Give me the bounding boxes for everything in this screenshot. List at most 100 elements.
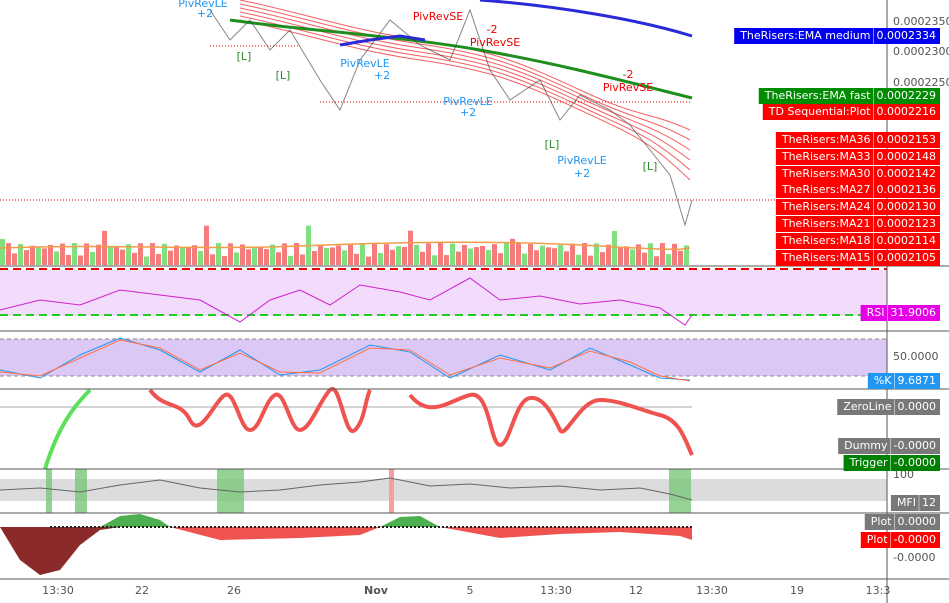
label-value: 12 [922, 496, 936, 509]
volume-bar [462, 244, 467, 265]
volume-bar [336, 245, 341, 265]
volume-bar [582, 243, 587, 265]
volume-bar [252, 246, 257, 265]
stoch-k [0, 337, 691, 381]
price-label [837, 399, 940, 415]
volume-bar [294, 243, 299, 265]
annotation: PivRevSE [413, 10, 463, 23]
volume-bar [288, 255, 293, 265]
volume-bar [12, 253, 17, 265]
annotation: PivRevSE [470, 36, 520, 49]
annotation: PivRevLE [178, 0, 228, 10]
volume-bar [606, 244, 611, 265]
label-name: Plot [871, 515, 892, 528]
hist-pos [380, 516, 440, 527]
volume-bar [366, 256, 371, 265]
volume-bar [444, 255, 449, 265]
volume-bar [396, 246, 401, 265]
y-tick-label: -0.0000 [893, 551, 935, 564]
x-tick-label: 12 [629, 584, 643, 597]
label-name: Plot [867, 533, 888, 546]
volume-bar [354, 253, 359, 265]
price-label [860, 532, 940, 548]
volume-bar [528, 243, 533, 265]
volume-bar [246, 249, 251, 265]
price-label [762, 104, 940, 120]
volume-bar [378, 253, 383, 265]
label-name: TheRisers:MA21 [781, 217, 871, 230]
volume-bar [486, 249, 491, 265]
label-name: MFI [897, 496, 916, 509]
volume-bar [54, 251, 59, 265]
volume-bar [228, 243, 233, 265]
volume-bar [258, 246, 263, 265]
label-value: 0.0000 [898, 400, 937, 413]
volume-bar [120, 249, 125, 265]
volume-bar [276, 252, 281, 265]
y-tick-label: 50.0000 [893, 350, 939, 363]
volume-ma [0, 241, 691, 251]
volume-bar [426, 243, 431, 265]
volume-bar [624, 246, 629, 265]
label-value: 0.0002153 [877, 133, 937, 146]
x-tick-label: 26 [227, 584, 241, 597]
volume-bar [96, 244, 101, 265]
label-value: 0.0002229 [877, 89, 937, 102]
volume-bar [492, 244, 497, 265]
label-value: 0.0002130 [877, 200, 937, 213]
price-label [734, 28, 940, 44]
volume-bar [642, 252, 647, 265]
volume-bar [456, 251, 461, 265]
volume-bar [174, 245, 179, 265]
volume-bar [108, 246, 113, 265]
ema-medium-segment [339, 34, 426, 47]
x-tick-label: Nov [364, 584, 389, 597]
volume-bar [36, 247, 41, 265]
volume-bar [222, 256, 227, 265]
price-label [775, 250, 940, 266]
price-label [758, 88, 940, 104]
price-label [890, 495, 940, 511]
volume-bar [324, 248, 329, 265]
annotation: +2 [460, 106, 476, 119]
volume-bar [84, 243, 89, 265]
volume-bar [684, 245, 689, 265]
label-name: TD Sequential:Plot [768, 105, 871, 118]
volume-bar [636, 244, 641, 265]
volume-bar [330, 247, 335, 265]
price-label [775, 182, 940, 198]
volume-bar [510, 238, 515, 265]
volume-bar [0, 239, 5, 265]
volume-bar [594, 243, 599, 265]
label-name: TheRisers:EMA fast [764, 89, 871, 102]
label-value: 0.0002148 [877, 150, 937, 163]
price-path [209, 8, 693, 227]
volume-bar [420, 251, 425, 265]
volume-bar [216, 243, 221, 265]
volume-bar [678, 250, 683, 265]
label-value: 0.0002136 [877, 183, 937, 196]
volume-bar [42, 248, 47, 265]
price-label [775, 216, 940, 232]
volume-bar [516, 243, 521, 265]
volume-bar [654, 256, 659, 265]
volume-bar [522, 253, 527, 265]
volume-bar [570, 243, 575, 265]
label-name: RSI [867, 306, 885, 319]
volume-bar [576, 254, 581, 265]
volume-bar [390, 249, 395, 265]
label-name: TheRisers:MA18 [781, 234, 871, 247]
volume-bar [126, 244, 131, 265]
volume-bar [138, 243, 143, 265]
volume-bar [102, 230, 107, 265]
label-value: 9.6871 [898, 374, 937, 387]
mfi-band [0, 479, 887, 501]
price-label [775, 166, 940, 182]
volume-bar [546, 247, 551, 265]
volume-bar [618, 246, 623, 265]
label-name: %K [874, 374, 892, 387]
volume-bar [564, 251, 569, 265]
label-value: -0.0000 [894, 533, 936, 546]
x-tick-label: 19 [790, 584, 804, 597]
volume-bar [240, 244, 245, 265]
